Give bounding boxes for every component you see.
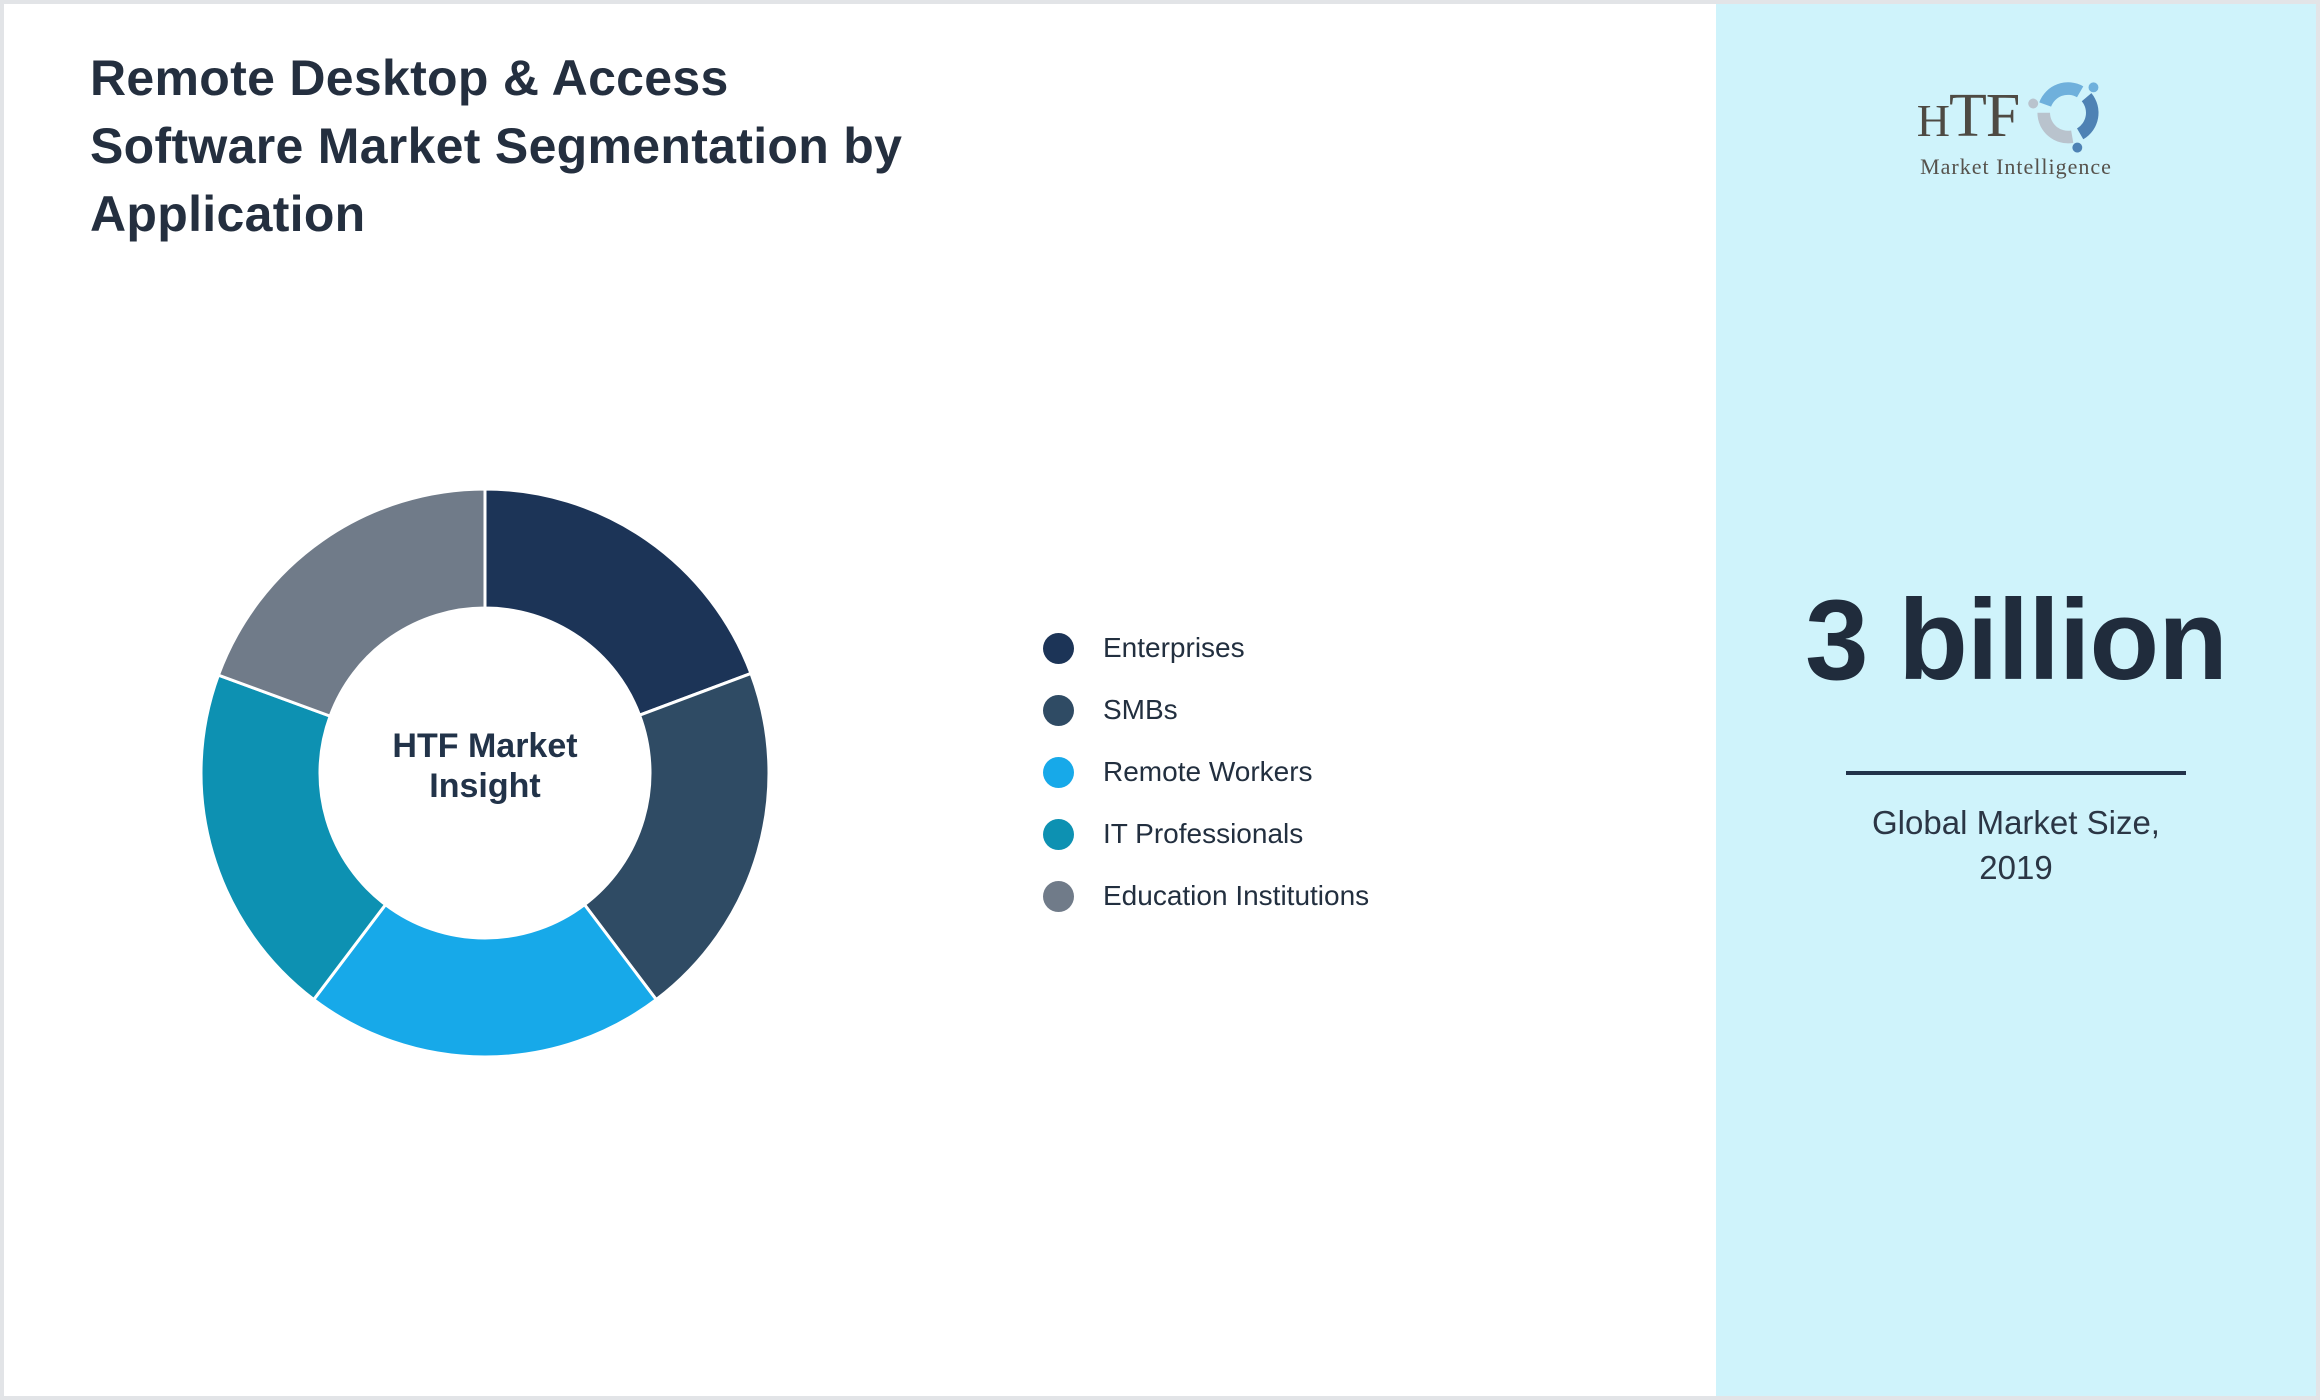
legend-item-it-professionals: IT Professionals [1043,803,1369,865]
market-size-value: 3 billion [1805,577,2228,704]
donut-segment-smbs [582,671,771,1002]
logo-letters-tf: TF [1948,82,2020,150]
title-line-2: Software Market Segmentation by [90,118,903,174]
donut-segment-education-institutions [216,487,487,719]
logo-row: H TF [1917,76,2116,156]
logo-subtext: Market Intelligence [1920,154,2112,179]
legend-swatch-icon [1043,756,1074,788]
htf-logo: H TF Market Intelligence [1716,76,2316,180]
chart-legend: Enterprises SMBs Remote Workers IT Professi… [1043,617,1369,927]
legend-label: IT Professionals [1103,818,1304,849]
chart-area: Remote Desktop & Access Software Market … [4,4,1716,1396]
logo-figure-left-dot [2028,98,2039,109]
logo-text: H TF [1916,82,2021,150]
donut-chart [199,487,771,1059]
legend-label: SMBs [1103,694,1178,725]
legend-label: Remote Workers [1103,756,1313,787]
legend-item-remote-workers: Remote Workers [1043,741,1369,803]
market-size-label: Global Market Size, 2019 [1716,800,2316,890]
title-line-1: Remote Desktop & Access [90,50,729,106]
logo-figure-right [2077,93,2099,140]
donut-segment-it-professionals [199,673,388,1002]
legend-label: Enterprises [1103,632,1245,663]
logo-figure-left [2037,112,2074,144]
legend-swatch-icon [1043,880,1074,912]
logo-letter-h: H [1916,95,1950,146]
legend-swatch-icon [1043,818,1074,850]
right-panel: H TF Market Intelligence 3 billion [1716,4,2316,1396]
logo-figure-top [2039,82,2084,107]
logo-figure-top-dot [2088,82,2099,93]
logo-mark-icon [2028,82,2099,153]
legend-item-smbs: SMBs [1043,679,1369,741]
legend-item-education-institutions: Education Institutions [1043,865,1369,927]
divider [1846,771,2186,775]
legend-label: Education Institutions [1103,880,1370,911]
market-size-label-line-2: 2019 [1979,849,2053,886]
logo-figure-right-dot [2072,142,2083,153]
donut-segment-remote-workers [311,902,659,1059]
page-title: Remote Desktop & Access Software Market … [90,44,1140,248]
market-size-label-line-1: Global Market Size, [1872,804,2160,841]
donut-center-label: HTF Market Insight [392,727,578,805]
legend-swatch-icon [1043,632,1074,664]
legend-item-enterprises: Enterprises [1043,617,1369,679]
legend-swatch-icon [1043,694,1074,726]
title-line-3: Application [90,186,366,242]
donut-segment-enterprises [483,487,753,718]
